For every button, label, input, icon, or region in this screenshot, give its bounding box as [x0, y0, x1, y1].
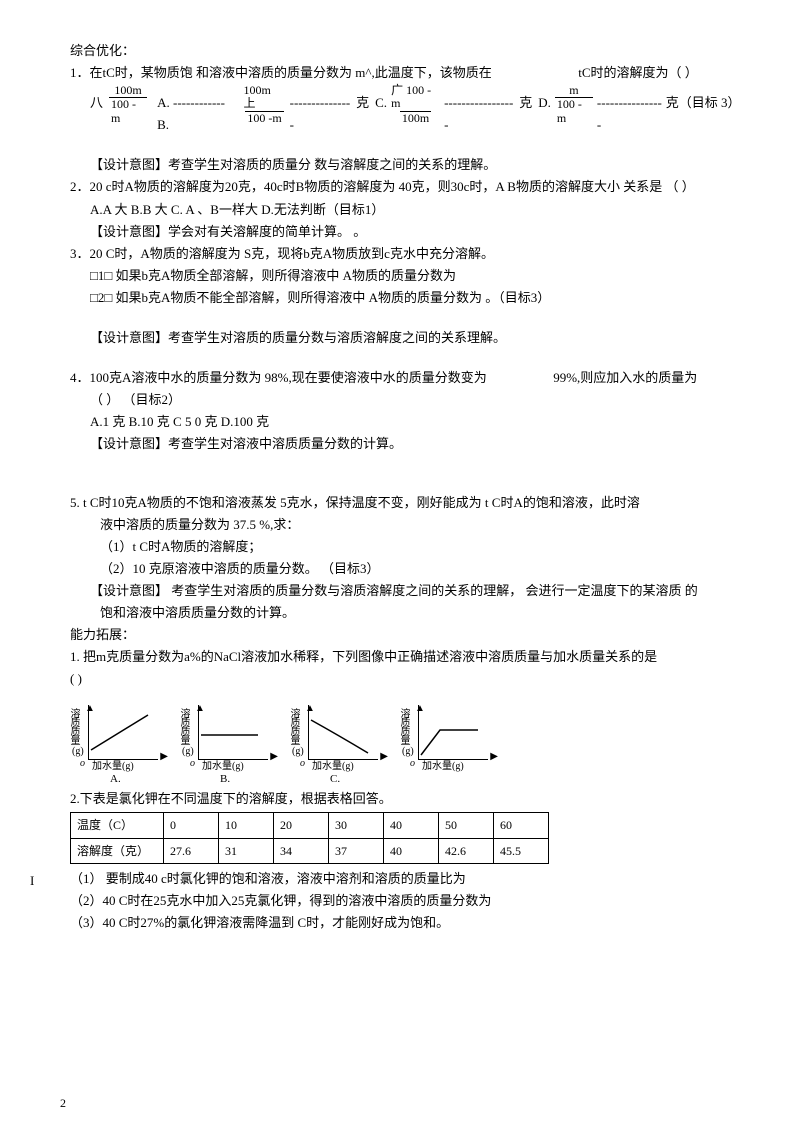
th1: 0 — [164, 813, 219, 838]
q1-prefix: 八 — [90, 92, 103, 114]
e2-q1: （1） 要制成40 c时氯化钾的饱和溶液，溶液中溶剂和溶质的质量比为 — [70, 868, 740, 890]
frac-a: 100m 100 -m — [109, 84, 147, 125]
table-row: 溶解度（克） 27.6 31 34 37 40 42.6 45.5 — [71, 838, 549, 863]
q5-line3: （1）t C时A物质的溶解度； — [70, 536, 740, 558]
dash3: ----------------- — [444, 92, 517, 136]
q3-line3: □2□ 如果b克A物质不能全部溶解，则所得溶液中 A物质的质量分数为 。（目标3… — [70, 287, 740, 309]
th3: 20 — [274, 813, 329, 838]
page-number: 2 — [60, 1093, 66, 1113]
q5-line1: 5. t C时10克A物质的不饱和溶液蒸发 5克水，保持温度不变，刚好能成为 t… — [70, 492, 740, 514]
q3-line1: 3．20 C时，A物质的溶解度为 S克，现将b克A物质放到c克水中充分溶解。 — [70, 243, 740, 265]
frac-c: 广 100 -m 100m — [391, 84, 440, 125]
dash2: --------------- — [290, 92, 355, 136]
q3-design: 【设计意图】考查学生对溶质的质量分数与溶质溶解度之间的关系理解。 — [70, 327, 740, 349]
q1-design: 【设计意图】考查学生对溶质的质量分 数与溶解度之间的关系的理解。 — [70, 154, 740, 176]
q2-line1: 2．20 c时A物质的溶解度为20克，40c时B物质的溶解度为 40克，则30c… — [70, 176, 740, 198]
th7: 60 — [494, 813, 549, 838]
q4-line3: A.1 克 B.10 克 C 5 0 克 D.100 克 — [70, 411, 740, 433]
td2: 31 — [219, 838, 274, 863]
chart-d: 溶质质量 (g) ▲▶ o 加水量(g) — [400, 698, 495, 778]
q4-design: 【设计意图】考查学生对溶液中溶质质量分数的计算。 — [70, 433, 740, 455]
q5-line2: 液中溶质的质量分数为 37.5 %,求： — [70, 514, 740, 536]
td4: 37 — [329, 838, 384, 863]
q1-options: 八 100m 100 -m A. ------------ B. 100m 上 … — [70, 84, 740, 136]
ylabel-a: 溶质质量 — [68, 708, 78, 744]
ke1: 克 — [356, 92, 369, 114]
q4-line1: 4．100克A溶液中水的质量分数为 98%,现在要使溶液中水的质量分数变为 99… — [70, 367, 740, 389]
clabel-c: C. — [330, 770, 340, 789]
q5-line4: （2）10 克原溶液中溶质的质量分数。 （目标3） — [70, 558, 740, 580]
td0: 溶解度（克） — [71, 838, 164, 863]
q1-tail: tC时的溶解度为（ ） — [578, 65, 698, 80]
solubility-table: 温度（C） 0 10 20 30 40 50 60 溶解度（克） 27.6 31… — [70, 812, 549, 864]
q1-goal: 克（目标 3） — [666, 92, 740, 114]
chart-c: 溶质质量 (g) ▲▶ o 加水量(g) C. — [290, 698, 385, 778]
chart-row: 溶质质量 (g) ▲▶ o 加水量(g) A. 溶质质量 (g) ▲▶ o 加水… — [70, 698, 740, 778]
section-header: 综合优化： — [70, 40, 740, 62]
dash4: ---------------- — [597, 92, 666, 136]
th5: 40 — [384, 813, 439, 838]
e2-line1: 2.下表是氯化钾在不同温度下的溶解度，根据表格回答。 — [70, 788, 740, 810]
q1-text1: 1．在tC时，某物质饱 和溶液中溶质的质量分数为 m^,此温度下，该物质在 — [70, 65, 492, 80]
td1: 27.6 — [164, 838, 219, 863]
th6: 50 — [439, 813, 494, 838]
td6: 42.6 — [439, 838, 494, 863]
ylabel-b: 溶质质量 — [178, 708, 188, 744]
clabel-a: A. — [110, 770, 121, 789]
td3: 34 — [274, 838, 329, 863]
frac-d: m 100 -m — [555, 84, 593, 125]
q5-design1: 【设计意图】 考查学生对溶质的质量分数与溶质溶解度之间的关系的理解， 会进行一定… — [70, 580, 740, 602]
opt-c: C. — [375, 92, 387, 114]
chart-a: 溶质质量 (g) ▲▶ o 加水量(g) A. — [70, 698, 165, 778]
q3-line2: □1□ 如果b克A物质全部溶解，则所得溶液中 A物质的质量分数为 — [70, 265, 740, 287]
th0: 温度（C） — [71, 813, 164, 838]
e1-line2: ( ) — [70, 668, 740, 690]
xlabel-d: 加水量(g) — [422, 758, 464, 775]
th4: 30 — [329, 813, 384, 838]
opt-d: D. — [538, 92, 551, 114]
th2: 10 — [219, 813, 274, 838]
q1-line1: 1．在tC时，某物质饱 和溶液中溶质的质量分数为 m^,此温度下，该物质在 tC… — [70, 62, 740, 84]
e2-q2: （2）40 C时在25克水中加入25克氯化钾，得到的溶液中溶质的质量分数为 — [70, 890, 740, 912]
ext-header: 能力拓展： — [70, 624, 740, 646]
q4-text-b: 99%,则应加入水的质量为 — [553, 370, 697, 385]
e1-line1: 1. 把m克质量分数为a%的NaCl溶液加水稀释，下列图像中正确描述溶液中溶质质… — [70, 646, 740, 668]
ylabel-c: 溶质质量 — [288, 708, 298, 744]
q2-design: 【设计意图】学会对有关溶解度的简单计算。 。 — [70, 221, 740, 243]
table-row: 温度（C） 0 10 20 30 40 50 60 — [71, 813, 549, 838]
margin-mark: I — [30, 870, 34, 892]
q5-design2: 饱和溶液中溶质质量分数的计算。 — [70, 602, 740, 624]
ylabel-d: 溶质质量 — [398, 708, 408, 744]
td7: 45.5 — [494, 838, 549, 863]
frac-b: 100m 上 100 -m — [244, 84, 286, 125]
td5: 40 — [384, 838, 439, 863]
q2-line2: A.A 大 B.B 大 C. A 、B一样大 D.无法判断（目标1） — [70, 199, 740, 221]
e2-q3: （3）40 C时27%的氯化钾溶液需降温到 C时，才能刚好成为饱和。 — [70, 912, 740, 934]
opt-a-label: A. ------------ B. — [157, 92, 239, 136]
q4-text-a: 4．100克A溶液中水的质量分数为 98%,现在要使溶液中水的质量分数变为 — [70, 370, 487, 385]
chart-b: 溶质质量 (g) ▲▶ o 加水量(g) B. — [180, 698, 275, 778]
q4-line2: （ ） （目标2） — [70, 389, 740, 411]
ke2: 克 — [519, 92, 532, 114]
clabel-b: B. — [220, 770, 230, 789]
